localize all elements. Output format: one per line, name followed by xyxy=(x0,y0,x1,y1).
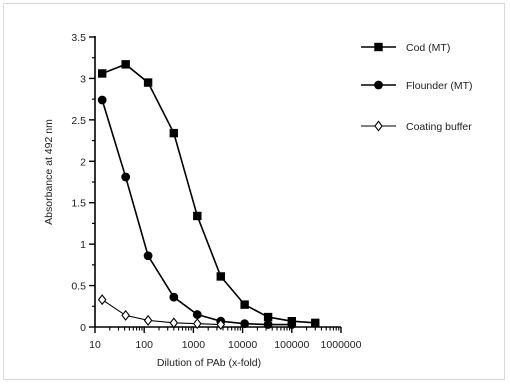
x-tick-label: 1000000 xyxy=(321,339,362,351)
data-point xyxy=(263,320,273,329)
data-point xyxy=(192,310,202,319)
legend-item: Flounder (MT) xyxy=(361,80,473,92)
data-point xyxy=(216,319,226,331)
legend-marker xyxy=(374,42,383,52)
y-tick-label: 2.5 xyxy=(71,115,86,127)
legend: Cod (MT) Flounder (MT) Coating buffer xyxy=(361,42,473,133)
data-point xyxy=(216,272,225,281)
y-axis-title: Absorbance at 492 nm xyxy=(43,119,55,225)
y-tick-label: 0.5 xyxy=(71,281,86,293)
data-point xyxy=(143,314,153,326)
data-point xyxy=(143,78,153,87)
data-point xyxy=(240,300,249,309)
data-point xyxy=(311,318,320,328)
data-point xyxy=(287,320,297,329)
y-tick-label: 0 xyxy=(80,322,86,334)
y-tick-label: 3 xyxy=(80,73,86,85)
series-layer xyxy=(97,60,320,331)
y-tick-label: 1.5 xyxy=(71,198,86,210)
legend-marker xyxy=(374,120,383,132)
x-tick-label: 10 xyxy=(89,339,101,351)
data-point xyxy=(169,292,179,302)
absorbance-chart: 0 0.5 1 1.5 2 2.5 3 3.5 10 100 1000 10000 100000 1000… xyxy=(43,32,473,369)
data-point xyxy=(121,172,131,182)
y-tick-label: 1 xyxy=(80,239,86,251)
x-axis-title: Dilution of PAb (x-fold) xyxy=(157,357,261,369)
y-tick-label: 2 xyxy=(80,156,86,168)
x-tick-label: 1000 xyxy=(182,339,206,351)
x-tick-label: 100000 xyxy=(274,339,309,351)
x-tick-label: 10000 xyxy=(228,339,257,351)
chart-frame: 0 0.5 1 1.5 2 2.5 3 3.5 10 100 1000 10000 100000 1000… xyxy=(3,3,505,380)
data-point xyxy=(121,309,130,321)
data-point xyxy=(192,318,202,330)
legend-label: Cod (MT) xyxy=(406,42,450,54)
data-point xyxy=(97,69,107,78)
data-point xyxy=(169,317,179,329)
x-tick-label: 100 xyxy=(135,339,153,351)
legend-label: Coating buffer xyxy=(406,121,472,133)
data-point xyxy=(263,312,273,322)
data-point xyxy=(240,319,250,329)
y-tick-label: 3.5 xyxy=(71,32,86,44)
series-coating-buffer xyxy=(97,294,226,331)
data-point xyxy=(97,95,107,105)
data-point xyxy=(97,294,107,306)
data-point xyxy=(121,60,130,69)
data-point xyxy=(143,251,153,261)
series-line xyxy=(101,63,316,324)
axes: 0 0.5 1 1.5 2 2.5 3 3.5 10 100 1000 10000 100000 1000… xyxy=(71,32,361,351)
legend-label: Flounder (MT) xyxy=(406,80,473,92)
data-point xyxy=(193,211,202,221)
legend-marker xyxy=(374,80,383,90)
data-point xyxy=(169,128,179,138)
legend-item: Cod (MT) xyxy=(361,42,450,54)
legend-item: Coating buffer xyxy=(361,120,472,133)
series-line xyxy=(101,299,221,326)
